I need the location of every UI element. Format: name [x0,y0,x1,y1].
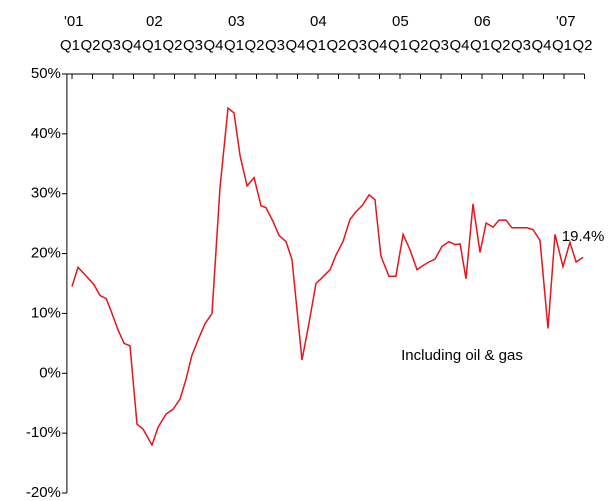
x-tick-label: Q3 [101,37,121,54]
y-tick-label: 40% [31,125,61,142]
x-tick-label: Q2 [327,37,347,54]
x-tick-label: Q2 [409,37,429,54]
year-label: '07 [556,13,576,30]
x-tick-label: Q2 [163,37,183,54]
x-tick-label: Q2 [573,37,593,54]
x-tick-label: Q4 [122,37,142,54]
x-tick-label: Q1 [224,37,244,54]
x-tick-label: Q4 [368,37,388,54]
x-tick-label: Q4 [286,37,306,54]
y-tick-label: -10% [26,424,61,441]
x-tick-label: Q2 [491,37,511,54]
x-tick-label: Q4 [532,37,552,54]
year-label: '01 [64,13,84,30]
y-tick-label: 30% [31,185,61,202]
value-label: 19.4% [562,228,605,245]
x-tick-label: Q3 [511,37,531,54]
year-label: 06 [474,13,491,30]
data-line [71,106,584,447]
x-tick-label: Q2 [81,37,101,54]
year-label: 03 [228,13,245,30]
x-tick-label: Q1 [552,37,572,54]
y-tick-label: 50% [31,65,61,82]
x-tick-label: Q4 [204,37,224,54]
y-tick-label: 0% [39,364,61,381]
x-tick-label: Q3 [347,37,367,54]
year-label: 04 [310,13,327,30]
x-tick-label: Q4 [450,37,470,54]
x-tick-label: Q3 [183,37,203,54]
x-tick-label: Q1 [60,37,80,54]
x-tick-label: Q3 [265,37,285,54]
x-tick-label: Q2 [245,37,265,54]
year-label: 05 [392,13,409,30]
year-label: 02 [146,13,163,30]
y-tick-label: -20% [26,484,61,501]
y-tick-label: 20% [31,245,61,262]
y-tick-label: 10% [31,304,61,321]
x-tick-label: Q1 [470,37,490,54]
x-tick-label: Q1 [142,37,162,54]
x-tick-label: Q1 [306,37,326,54]
x-tick-label: Q1 [388,37,408,54]
annotation: Including oil & gas [401,347,523,364]
x-tick-label: Q3 [429,37,449,54]
